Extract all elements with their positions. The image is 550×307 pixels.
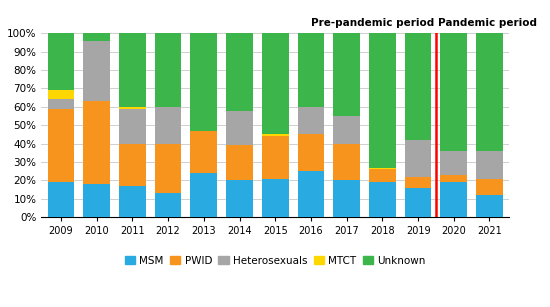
Bar — [369, 169, 396, 182]
Bar — [155, 144, 182, 193]
Bar — [190, 33, 217, 131]
Bar — [155, 193, 182, 217]
Bar — [226, 146, 253, 181]
Bar — [262, 136, 289, 179]
Bar — [83, 33, 110, 41]
Bar — [441, 151, 467, 175]
Bar — [333, 33, 360, 116]
Bar — [47, 182, 74, 217]
Bar — [226, 181, 253, 217]
Bar — [405, 177, 431, 188]
Bar — [369, 182, 396, 217]
Bar — [119, 107, 146, 109]
Bar — [119, 33, 146, 107]
Text: Pandemic period: Pandemic period — [438, 18, 537, 28]
Bar — [476, 151, 503, 179]
Bar — [441, 33, 467, 151]
Bar — [155, 107, 182, 144]
Bar — [190, 131, 217, 173]
Bar — [441, 175, 467, 182]
Text: Pre-pandemic period: Pre-pandemic period — [311, 18, 434, 28]
Bar — [226, 111, 253, 146]
Bar — [190, 173, 217, 217]
Bar — [369, 33, 396, 168]
Bar — [47, 33, 74, 90]
Bar — [298, 171, 324, 217]
Bar — [333, 116, 360, 144]
Bar — [262, 179, 289, 217]
Bar — [83, 101, 110, 184]
Bar — [333, 144, 360, 181]
Bar — [47, 90, 74, 99]
Bar — [83, 184, 110, 217]
Bar — [262, 33, 289, 134]
Bar — [298, 107, 324, 134]
Bar — [226, 33, 253, 111]
Bar — [47, 109, 74, 182]
Bar — [476, 33, 503, 151]
Bar — [119, 144, 146, 186]
Bar — [298, 33, 324, 107]
Bar — [155, 33, 182, 107]
Bar — [119, 109, 146, 144]
Bar — [47, 99, 74, 109]
Bar — [405, 33, 431, 140]
Bar — [476, 179, 503, 195]
Bar — [119, 186, 146, 217]
Bar — [83, 41, 110, 101]
Bar — [405, 188, 431, 217]
Bar — [333, 181, 360, 217]
Bar — [298, 134, 324, 171]
Legend: MSM, PWID, Heterosexuals, MTCT, Unknown: MSM, PWID, Heterosexuals, MTCT, Unknown — [120, 252, 430, 270]
Bar — [262, 134, 289, 136]
Bar — [476, 195, 503, 217]
Bar — [369, 168, 396, 169]
Bar — [405, 140, 431, 177]
Bar — [441, 182, 467, 217]
